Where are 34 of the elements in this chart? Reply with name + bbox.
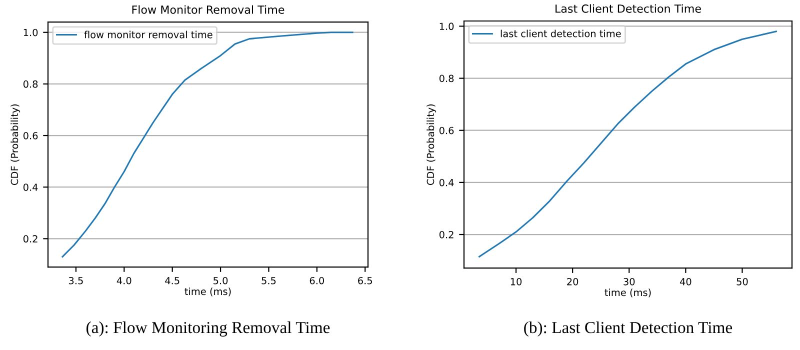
y-tick-label: 0.8 bbox=[439, 74, 454, 82]
chart-title: Flow Monitor Removal Time bbox=[132, 5, 284, 14]
y-tick-label: 0.2 bbox=[23, 235, 38, 243]
x-tick-label: 30 bbox=[624, 278, 635, 286]
line-series bbox=[62, 32, 354, 258]
legend-label: last client detection time bbox=[500, 30, 621, 38]
x-tick-label: 4.5 bbox=[165, 277, 180, 284]
y-tick-label: 0.4 bbox=[439, 178, 454, 186]
y-axis-title: CDF (Probability) bbox=[10, 104, 20, 185]
x-tick-label: 40 bbox=[680, 278, 692, 286]
y-tick-label: 0.8 bbox=[23, 80, 38, 88]
x-tick-label: 5.0 bbox=[214, 276, 228, 284]
x-tick-label: 50 bbox=[736, 278, 748, 286]
text: (a): Flow Monitoring Removal Time bbox=[86, 321, 330, 337]
x-tick-label: 4.0 bbox=[116, 276, 132, 284]
text: (b): Last Client Detection Time bbox=[524, 321, 732, 337]
x-tick-label: 6.0 bbox=[310, 276, 324, 284]
line-series bbox=[478, 30, 777, 258]
chart-title: Last Client Detection Time bbox=[556, 4, 701, 13]
x-tick-label: 5.5 bbox=[262, 277, 276, 284]
legend-label: flow monitor removal time bbox=[84, 30, 212, 38]
x-axis-title: time (ms) bbox=[184, 288, 231, 296]
y-tick-label: 0.4 bbox=[23, 184, 38, 191]
x-tick-label: 10 bbox=[510, 278, 522, 286]
y-tick-label: 0.6 bbox=[23, 132, 38, 140]
y-tick-label: 0.6 bbox=[439, 126, 454, 134]
y-axis-title: CDF (Probability) bbox=[426, 104, 436, 185]
x-tick-label: 6.5 bbox=[358, 276, 372, 284]
x-axis-title: time (ms) bbox=[604, 288, 651, 298]
y-tick-label: 0.2 bbox=[439, 230, 454, 238]
y-tick-label: 1.0 bbox=[440, 22, 454, 30]
x-tick-label: 3.5 bbox=[68, 276, 83, 284]
x-tick-label: 20 bbox=[567, 278, 578, 286]
y-tick-label: 1.0 bbox=[24, 28, 38, 36]
